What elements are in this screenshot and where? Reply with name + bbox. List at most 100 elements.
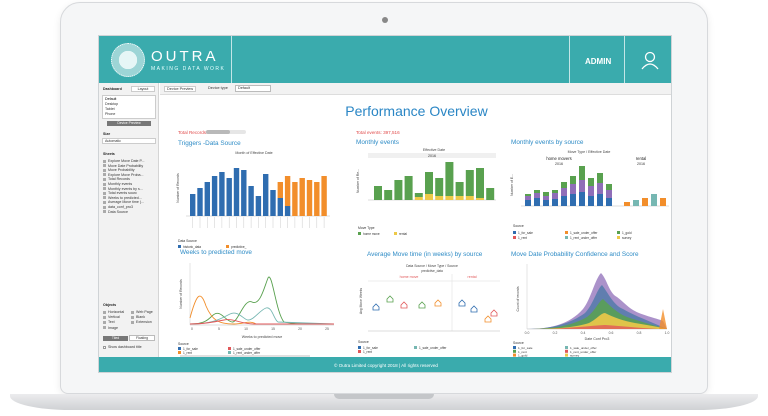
bar-rental-source[interactable] <box>624 202 630 206</box>
bar-home-move[interactable] <box>465 170 474 196</box>
tiled-button[interactable]: Tiled <box>103 336 128 341</box>
bar-historic[interactable] <box>211 176 218 216</box>
bar-historic[interactable] <box>263 174 269 216</box>
bar-home-move[interactable] <box>476 168 484 198</box>
bar-home-source[interactable] <box>588 196 594 206</box>
bar-home-source[interactable] <box>561 182 567 188</box>
bar-rental[interactable] <box>414 197 423 200</box>
user-icon[interactable] <box>640 50 660 70</box>
bar-home-move[interactable] <box>455 182 464 196</box>
bar-predictive[interactable] <box>306 180 313 216</box>
brand-logo[interactable]: OUTRA MAKING DATA WORK <box>111 43 231 77</box>
house-marker-icon[interactable] <box>484 315 492 323</box>
bar-rental-source[interactable] <box>651 194 657 206</box>
events-by-source-chart[interactable]: Move Type / Effective Date home movers 2… <box>509 145 671 253</box>
bar-home-move[interactable] <box>445 162 454 196</box>
bar-historic[interactable] <box>277 198 283 216</box>
sheet-item[interactable]: Data Source <box>103 210 128 214</box>
sheet-item[interactable]: Average Move time (... <box>103 200 144 204</box>
bar-predictive[interactable] <box>321 176 327 216</box>
object-item[interactable]: Vertical <box>103 315 120 319</box>
bar-historic[interactable] <box>255 196 262 216</box>
sheet-item[interactable]: Monthly events by s... <box>103 187 143 191</box>
bar-home-move[interactable] <box>394 180 403 200</box>
bar-home-source[interactable] <box>534 193 540 198</box>
bar-rental[interactable] <box>435 196 444 200</box>
sheet-item[interactable]: Move Probability <box>103 168 135 172</box>
bar-home-move[interactable] <box>384 190 393 200</box>
bar-rental[interactable] <box>455 196 464 200</box>
bar-home-source[interactable] <box>543 200 549 206</box>
bar-home-source[interactable] <box>534 198 540 206</box>
bar-historic[interactable] <box>233 168 240 216</box>
bar-home-move[interactable] <box>414 193 423 197</box>
bar-rental-source[interactable] <box>633 200 639 206</box>
house-marker-icon[interactable] <box>490 309 498 317</box>
bar-home-source[interactable] <box>525 196 531 200</box>
device-preview-tab[interactable]: Device Preview <box>164 86 197 92</box>
house-marker-icon[interactable] <box>400 301 408 309</box>
house-marker-icon[interactable] <box>386 295 394 303</box>
bar-home-source[interactable] <box>552 199 558 206</box>
bar-rental[interactable] <box>476 198 484 200</box>
bar-home-source[interactable] <box>543 196 549 200</box>
dashboard-tab[interactable]: Dashboard <box>103 87 122 91</box>
layout-tab[interactable]: Layout <box>131 86 155 92</box>
bar-predictive[interactable] <box>292 182 298 216</box>
bar-historic[interactable] <box>284 206 291 216</box>
bar-home-source[interactable] <box>606 184 612 190</box>
sheet-item[interactable]: data_conf_pro3 <box>103 205 133 209</box>
bar-home-source[interactable] <box>534 190 540 193</box>
bar-home-source[interactable] <box>597 183 603 194</box>
bar-home-source[interactable] <box>525 194 531 196</box>
bar-home-source[interactable] <box>606 190 612 198</box>
sheet-item[interactable]: Total Records <box>103 177 130 181</box>
bar-home-source[interactable] <box>597 173 603 183</box>
floating-button[interactable]: Floating <box>129 335 155 341</box>
bar-home-source[interactable] <box>579 166 585 180</box>
house-marker-icon[interactable] <box>470 305 478 313</box>
bar-home-move[interactable] <box>425 172 433 194</box>
bar-predictive[interactable] <box>314 182 320 216</box>
bar-home-source[interactable] <box>579 180 585 192</box>
bar-rental[interactable] <box>445 196 454 200</box>
bar-predictive[interactable] <box>277 182 283 198</box>
bar-rental-source[interactable] <box>660 198 666 206</box>
device-default[interactable]: Default <box>105 97 117 101</box>
bar-historic[interactable] <box>190 194 196 216</box>
bar-historic[interactable] <box>270 190 276 216</box>
bar-home-source[interactable] <box>552 190 558 193</box>
object-item[interactable]: Web Page <box>131 310 153 314</box>
device-phone[interactable]: Phone <box>105 112 116 116</box>
bar-home-source[interactable] <box>552 193 558 199</box>
object-item[interactable]: Text <box>103 320 115 324</box>
bar-home-source[interactable] <box>570 194 576 206</box>
object-item[interactable]: Image <box>103 326 118 330</box>
bar-rental[interactable] <box>465 196 474 200</box>
probability-chart[interactable]: Count of records 0.0 0.2 0.4 0.6 0.8 1.0 Date… <box>509 259 671 357</box>
sheet-item[interactable]: Weeks to predicted... <box>103 196 142 200</box>
object-item[interactable]: Horizontal <box>103 310 124 314</box>
show-title-checkbox[interactable]: Show dashboard title <box>103 345 142 349</box>
bar-home-source[interactable] <box>570 184 576 194</box>
triggers-chart[interactable]: Month of Effective Date Number of Record… <box>174 148 334 252</box>
size-select[interactable]: Automatic <box>102 138 156 144</box>
bar-historic[interactable] <box>204 182 210 216</box>
sheet-item[interactable]: Explore Move Date P... <box>103 159 145 163</box>
bar-rental[interactable] <box>425 194 433 200</box>
bar-home-source[interactable] <box>543 192 549 196</box>
bar-home-move[interactable] <box>404 176 413 200</box>
bar-home-source[interactable] <box>588 186 594 196</box>
house-marker-icon[interactable] <box>418 301 426 309</box>
device-preview-button[interactable]: Device Preview <box>107 121 151 126</box>
bar-predictive[interactable] <box>284 176 291 206</box>
bar-predictive[interactable] <box>299 178 305 216</box>
device-tablet[interactable]: Tablet <box>105 107 115 111</box>
bar-home-source[interactable] <box>588 178 594 186</box>
sheet-item[interactable]: Monthly events <box>103 182 132 186</box>
house-marker-icon[interactable] <box>458 299 466 307</box>
object-item[interactable]: Blank <box>131 315 145 319</box>
weeks-chart[interactable]: Number of Records 0 5 10 15 20 25 Weeks to pr… <box>174 258 340 357</box>
bar-home-source[interactable] <box>561 196 567 206</box>
user-name[interactable]: ADMIN <box>585 57 612 66</box>
